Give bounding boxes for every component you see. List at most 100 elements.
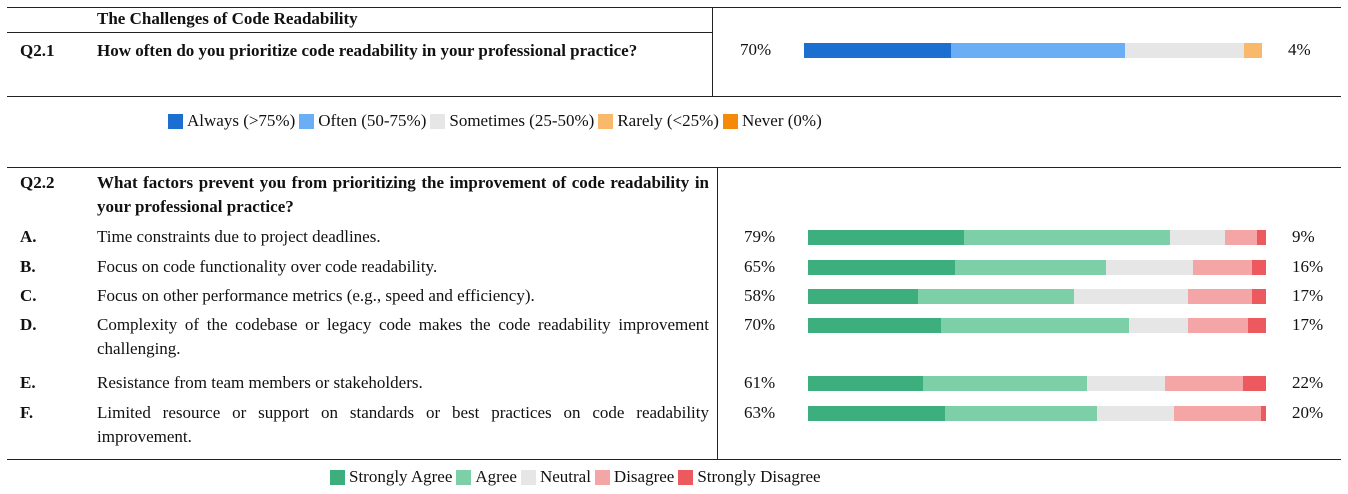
disagree-label: 17% xyxy=(1292,286,1324,305)
legend-swatch xyxy=(598,113,614,129)
item-id: C. xyxy=(20,286,37,305)
bar-segment xyxy=(1165,376,1244,391)
item-text: Focus on other performance metrics (e.g.… xyxy=(97,286,535,305)
bar-segment xyxy=(808,318,941,333)
disagree-label: 17% xyxy=(1292,315,1324,334)
stacked-bar xyxy=(804,43,1262,58)
legend-label: Always (>75%) xyxy=(187,111,296,130)
disagree-label: 20% xyxy=(1292,403,1324,422)
agree-label: 79% xyxy=(744,227,776,246)
bar-segment xyxy=(1073,289,1189,304)
legend-swatch xyxy=(722,113,738,129)
bar-segment xyxy=(1247,318,1266,333)
legend-label: Strongly Agree xyxy=(349,467,453,486)
stacked-bar xyxy=(808,289,1266,304)
disagree-label: 9% xyxy=(1292,227,1315,246)
rule xyxy=(7,32,712,33)
legend-label: Agree xyxy=(475,467,517,486)
bar-segment xyxy=(917,289,1074,304)
legend-swatch xyxy=(594,469,610,485)
item-id: E. xyxy=(20,373,36,392)
disagree-label: 4% xyxy=(1288,40,1311,59)
agree-label: 70% xyxy=(744,315,776,334)
stacked-bar xyxy=(808,318,1266,333)
item-text: Complexity of the codebase or legacy cod… xyxy=(97,315,709,358)
legend-label: Never (0%) xyxy=(741,111,822,130)
bar-segment xyxy=(1224,230,1257,245)
bar-segment xyxy=(808,376,923,391)
question-id: Q2.1 xyxy=(20,41,55,60)
item-text: Focus on code functionality over code re… xyxy=(97,257,438,276)
legend-label: Strongly Disagree xyxy=(697,467,821,486)
question-text: What factors prevent you from prioritizi… xyxy=(97,173,709,216)
section-title: The Challenges of Code Readability xyxy=(97,9,358,28)
divider xyxy=(717,167,718,459)
legend-label: Disagree xyxy=(613,467,675,486)
stacked-bar xyxy=(808,230,1266,245)
disagree-label: 16% xyxy=(1292,257,1324,276)
bar-segment xyxy=(1188,289,1253,304)
legend-swatch xyxy=(520,469,536,485)
item-id: D. xyxy=(20,315,37,334)
bar-segment xyxy=(1261,406,1266,421)
bar-segment xyxy=(1096,406,1175,421)
bar-segment xyxy=(922,376,1088,391)
agree-label: 61% xyxy=(744,373,776,392)
bar-segment xyxy=(1256,230,1266,245)
divider xyxy=(712,7,713,97)
rule xyxy=(7,167,1341,168)
bar-segment xyxy=(940,318,1129,333)
legend-swatch xyxy=(330,469,345,485)
agree-label: 65% xyxy=(744,257,776,276)
bar-segment xyxy=(1124,43,1244,58)
bar-segment xyxy=(954,260,1106,275)
stacked-bar xyxy=(808,376,1266,391)
bar-segment xyxy=(950,43,1125,58)
agree-label: 70% xyxy=(740,40,772,59)
bar-segment xyxy=(1174,406,1262,421)
agree-label: 63% xyxy=(744,403,776,422)
legend-swatch xyxy=(299,113,315,129)
legend-label: Rarely (<25%) xyxy=(617,111,719,130)
bar-segment xyxy=(963,230,1170,245)
legend-swatch xyxy=(430,113,446,129)
item-id: B. xyxy=(20,257,36,276)
item-id: F. xyxy=(20,403,34,422)
legend: Always (>75%) Often (50-75%) Sometimes (25… xyxy=(164,111,822,131)
item-text: Limited resource or support on standards… xyxy=(97,403,709,446)
bar-segment xyxy=(1252,289,1266,304)
legend-swatch xyxy=(678,469,694,485)
bar-segment xyxy=(808,230,964,245)
bar-segment xyxy=(1128,318,1189,333)
legend: Strongly Agree Agree Neutral Disagree Strong… xyxy=(326,467,821,487)
bar-segment xyxy=(945,406,1097,421)
stacked-bar xyxy=(808,406,1266,421)
question-text: How often do you prioritize code readabi… xyxy=(97,41,638,60)
legend-label: Often (50-75%) xyxy=(318,111,427,130)
bar-segment xyxy=(1169,230,1225,245)
legend-label: Sometimes (25-50%) xyxy=(449,111,595,130)
rule xyxy=(7,7,1341,8)
stacked-bar xyxy=(808,260,1266,275)
bar-segment xyxy=(808,260,955,275)
item-id: A. xyxy=(20,227,37,246)
legend-label: Neutral xyxy=(539,467,591,486)
agree-label: 58% xyxy=(744,286,776,305)
bar-segment xyxy=(1243,43,1262,58)
bar-segment xyxy=(1192,260,1253,275)
bar-segment xyxy=(1087,376,1166,391)
disagree-label: 22% xyxy=(1292,373,1324,392)
rule xyxy=(7,459,1341,460)
legend-swatch xyxy=(168,113,183,129)
item-text: Time constraints due to project deadline… xyxy=(97,227,381,246)
rule xyxy=(7,96,1341,97)
bar-segment xyxy=(804,43,951,58)
question-id: Q2.2 xyxy=(20,173,55,192)
bar-segment xyxy=(1188,318,1248,333)
item-text: Resistance from team members or stakehol… xyxy=(97,373,423,392)
bar-segment xyxy=(1105,260,1193,275)
bar-segment xyxy=(1252,260,1266,275)
legend-swatch xyxy=(456,469,472,485)
bar-segment xyxy=(808,289,918,304)
